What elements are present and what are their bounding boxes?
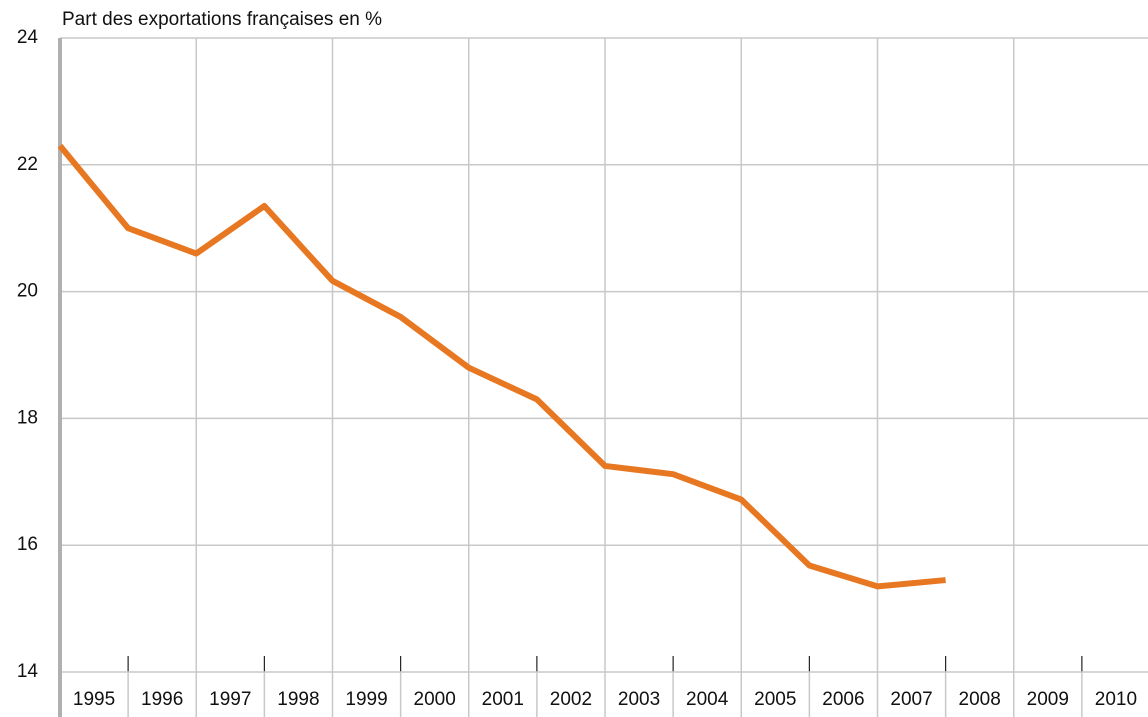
- x-tick-label: 2005: [754, 689, 796, 710]
- y-tick-label: 14: [17, 661, 39, 682]
- x-tick-label: 2009: [1027, 689, 1069, 710]
- y-tick-label: 20: [17, 281, 38, 302]
- x-tick-label: 2000: [414, 689, 456, 710]
- x-tick-label: 1996: [141, 689, 183, 710]
- x-tick-label: 2001: [482, 689, 524, 710]
- chart-subtitle: Part des exportations françaises en %: [62, 9, 382, 30]
- y-tick-label: 18: [17, 407, 38, 428]
- y-tick-label: 24: [17, 27, 39, 48]
- x-tick-label: 2008: [959, 689, 1001, 710]
- x-tick-label: 2010: [1095, 689, 1137, 710]
- x-tick-label: 2003: [618, 689, 660, 710]
- x-tick-label: 1997: [209, 689, 251, 710]
- x-tick-label: 1998: [277, 689, 319, 710]
- x-tick-label: 2002: [550, 689, 592, 710]
- line-series: [57, 143, 946, 590]
- x-tick-label: 2004: [686, 689, 729, 710]
- y-tick-label: 22: [17, 154, 38, 175]
- x-tick-label: 1999: [345, 689, 387, 710]
- y-tick-label: 16: [17, 534, 38, 555]
- x-tick-label: 2006: [822, 689, 864, 710]
- x-tick-label: 2007: [890, 689, 932, 710]
- x-tick-label: 1995: [73, 689, 115, 710]
